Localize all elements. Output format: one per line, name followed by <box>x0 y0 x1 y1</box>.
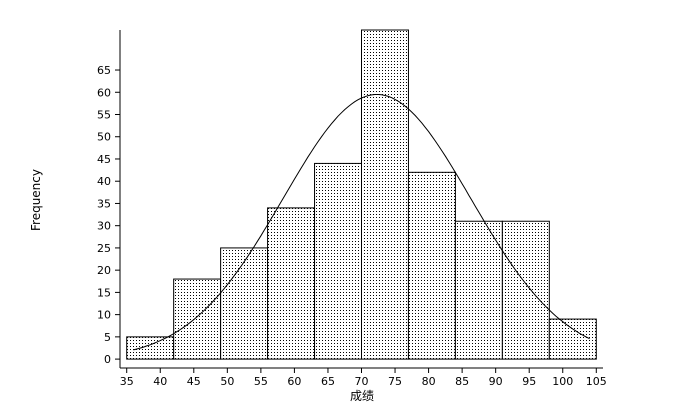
histogram-bar-3 <box>220 247 269 360</box>
x-tick-label: 50 <box>220 375 234 388</box>
y-tick-label: 50 <box>97 131 111 144</box>
histogram-bar-9 <box>501 220 550 360</box>
histogram-bars <box>126 29 597 360</box>
x-tick-label: 70 <box>355 375 369 388</box>
x-tick-label: 45 <box>187 375 201 388</box>
histogram-bar-7 <box>407 171 456 360</box>
y-tick-label: 60 <box>97 86 111 99</box>
x-tick-label: 40 <box>153 375 167 388</box>
y-tick-label: 45 <box>97 153 111 166</box>
x-tick-label: 35 <box>120 375 134 388</box>
histogram-bar-8 <box>454 220 503 360</box>
y-tick-label: 30 <box>97 220 111 233</box>
y-tick-label: 20 <box>97 264 111 277</box>
histogram-bar-6 <box>361 29 409 360</box>
y-tick-label: 55 <box>97 109 111 122</box>
x-tick-label: 80 <box>422 375 436 388</box>
histogram-bar-2 <box>173 278 222 360</box>
histogram-bar-5 <box>314 162 362 360</box>
x-tick-label: 95 <box>522 375 536 388</box>
y-tick-label: 15 <box>97 286 111 299</box>
x-tick-label: 100 <box>552 375 573 388</box>
y-tick-label: 40 <box>97 175 111 188</box>
x-tick-label: 60 <box>287 375 301 388</box>
x-tick-label: 55 <box>254 375 268 388</box>
y-tick-label: 35 <box>97 197 111 210</box>
y-tick-label: 0 <box>104 353 111 366</box>
y-tick-label: 5 <box>104 331 111 344</box>
y-axis-ticks: 0 5 10 15 20 25 30 35 40 45 50 55 60 65 <box>97 64 120 366</box>
x-tick-label: 85 <box>455 375 469 388</box>
x-tick-label: 105 <box>586 375 607 388</box>
x-axis-ticks: 35 40 45 50 55 60 65 70 75 80 85 90 95 100 105 <box>120 368 607 388</box>
x-tick-label: 90 <box>489 375 503 388</box>
histogram-bar-4 <box>267 207 316 360</box>
y-tick-label: 25 <box>97 242 111 255</box>
x-tick-label: 65 <box>321 375 335 388</box>
histogram-bar-10 <box>548 318 597 360</box>
y-tick-label: 65 <box>97 64 111 77</box>
y-tick-label: 10 <box>97 309 111 322</box>
normal-curve <box>133 94 590 351</box>
y-axis-title: Frequency <box>29 169 43 231</box>
x-tick-label: 75 <box>388 375 402 388</box>
histogram-bar-1 <box>126 336 175 360</box>
x-axis-title: 成绩 <box>350 389 374 403</box>
